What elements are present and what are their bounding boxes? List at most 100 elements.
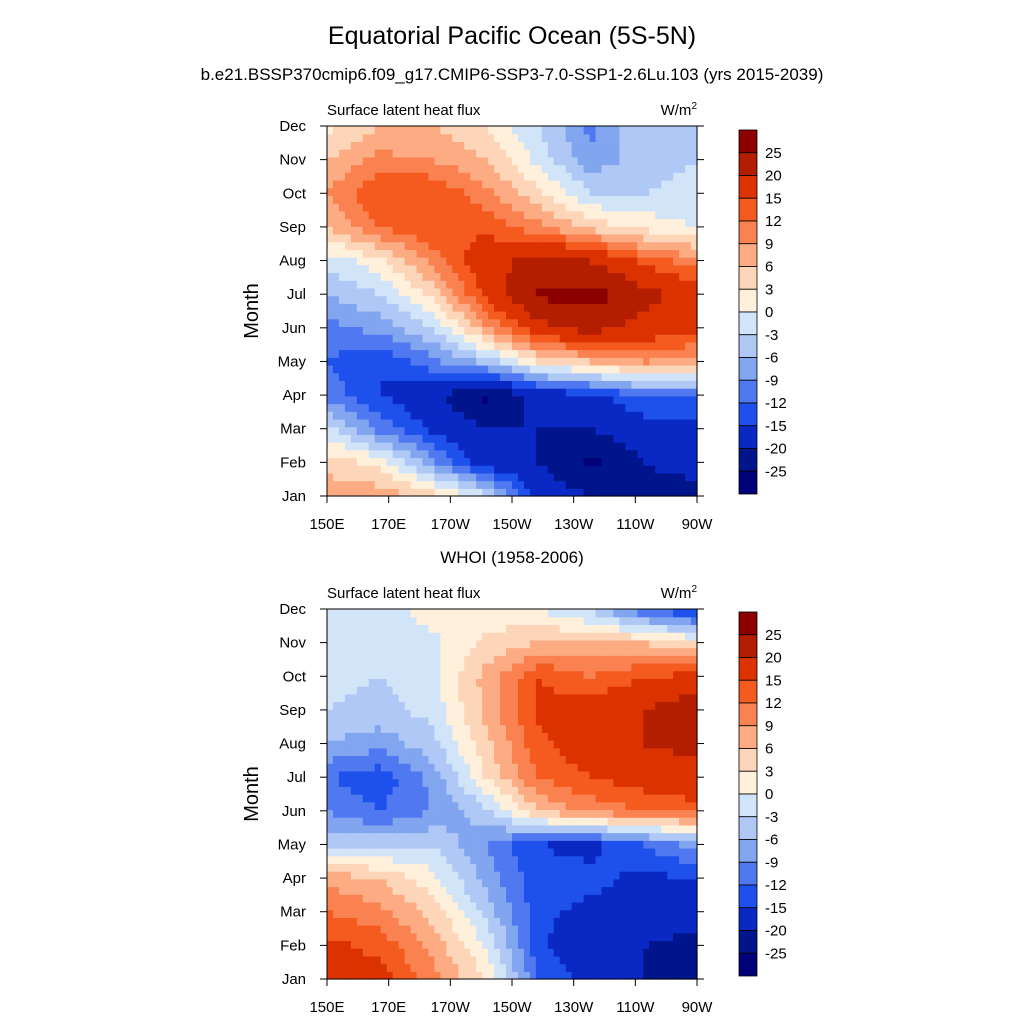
heatmap-cell xyxy=(512,210,519,220)
heatmap-cell xyxy=(446,341,453,351)
heatmap-cell xyxy=(631,241,638,250)
heatmap-cell xyxy=(541,840,549,849)
heatmap-cell xyxy=(637,457,644,466)
heatmap-cell xyxy=(631,233,638,243)
heatmap-cells xyxy=(327,126,698,497)
heatmap-cell xyxy=(470,133,477,143)
heatmap-cell xyxy=(559,411,567,420)
heatmap-cell xyxy=(350,909,358,918)
heatmap-cell xyxy=(344,287,352,297)
heatmap-cell xyxy=(368,847,376,857)
heatmap-cell xyxy=(332,418,340,428)
heatmap-cell xyxy=(649,241,656,250)
heatmap-cell xyxy=(506,210,513,220)
heatmap-cell xyxy=(601,141,609,150)
heatmap-cell xyxy=(595,341,603,351)
heatmap-cell xyxy=(344,763,352,772)
heatmap-cell xyxy=(416,249,424,258)
heatmap-cell xyxy=(529,187,537,196)
heatmap-cell xyxy=(327,218,334,227)
heatmap-cell xyxy=(643,901,650,911)
colorbar-label: 25 xyxy=(765,145,782,162)
heatmap-cell xyxy=(392,334,400,343)
heatmap-cell xyxy=(368,932,376,942)
heatmap-cell xyxy=(535,832,543,841)
heatmap-cell xyxy=(500,786,507,795)
heatmap-cell xyxy=(404,349,412,358)
heatmap-cell xyxy=(553,164,561,173)
heatmap-cell xyxy=(577,311,585,320)
heatmap-cell xyxy=(583,786,591,795)
heatmap-cell xyxy=(392,349,400,358)
heatmap-cell xyxy=(350,840,358,849)
heatmap-cell xyxy=(440,847,447,857)
heatmap-cell xyxy=(440,295,447,304)
heatmap-cell xyxy=(392,794,400,803)
heatmap-cell xyxy=(398,249,406,258)
heatmap-cell xyxy=(398,488,406,497)
heatmap-cell xyxy=(649,403,656,412)
heatmap-cell xyxy=(327,133,334,143)
heatmap-cell xyxy=(589,295,597,304)
heatmap-cell xyxy=(577,187,585,196)
heatmap-cell xyxy=(661,809,668,818)
heatmap-cell xyxy=(344,426,352,435)
heatmap-cell xyxy=(637,809,644,818)
heatmap-cell xyxy=(398,878,406,888)
heatmap-cell xyxy=(517,894,525,903)
heatmap-cell xyxy=(553,878,561,888)
heatmap-cell xyxy=(553,287,561,297)
heatmap-cell xyxy=(553,218,561,227)
heatmap-cell xyxy=(428,801,436,811)
heatmap-cell xyxy=(559,241,567,250)
heatmap-cell xyxy=(368,418,376,428)
heatmap-cell xyxy=(607,380,615,389)
heatmap-cell xyxy=(607,357,615,366)
heatmap-cell xyxy=(500,233,507,243)
heatmap-cell xyxy=(380,465,388,474)
heatmap-cell xyxy=(691,141,698,150)
heatmap-cell xyxy=(362,187,370,196)
heatmap-cell xyxy=(332,847,340,857)
heatmap-cell xyxy=(691,411,698,420)
heatmap-cell xyxy=(476,963,483,972)
heatmap-cell xyxy=(476,280,483,289)
heatmap-cell xyxy=(685,948,692,957)
heatmap-cell xyxy=(595,303,603,312)
heatmap-cell xyxy=(434,295,441,304)
heatmap-cell xyxy=(458,141,465,150)
heatmap-cell xyxy=(625,840,632,849)
heatmap-cell xyxy=(649,172,656,181)
heatmap-cell xyxy=(392,901,400,911)
heatmap-cell xyxy=(470,755,477,764)
heatmap-cell xyxy=(512,133,519,143)
heatmap-cell xyxy=(452,472,459,482)
heatmap-cell xyxy=(685,195,692,204)
heatmap-cell xyxy=(541,203,549,212)
heatmap-cell xyxy=(595,380,603,389)
heatmap-cell xyxy=(625,226,632,235)
heatmap-cell xyxy=(428,287,436,297)
heatmap-cell xyxy=(327,770,334,780)
heatmap-cell xyxy=(541,287,549,297)
heatmap-cell xyxy=(338,156,346,166)
heatmap-cell xyxy=(380,226,388,235)
heatmap-cell xyxy=(625,901,632,911)
heatmap-cell xyxy=(631,156,638,166)
heatmap-cell xyxy=(338,426,346,435)
heatmap-cell xyxy=(535,778,543,787)
heatmap-cell xyxy=(500,264,507,274)
heatmap-cell xyxy=(547,434,555,443)
heatmap-cell xyxy=(446,434,453,443)
heatmap-cell xyxy=(458,948,465,957)
heatmap-cell xyxy=(673,126,680,135)
heatmap-cell xyxy=(685,871,692,880)
heatmap-cell xyxy=(577,226,585,235)
heatmap-cell xyxy=(416,257,424,266)
heatmap-cell xyxy=(517,233,525,243)
heatmap-cell xyxy=(661,280,668,289)
heatmap-cell xyxy=(691,195,698,204)
heatmap-cell xyxy=(368,955,376,965)
heatmap-cell xyxy=(541,364,549,374)
heatmap-cell xyxy=(344,855,352,864)
